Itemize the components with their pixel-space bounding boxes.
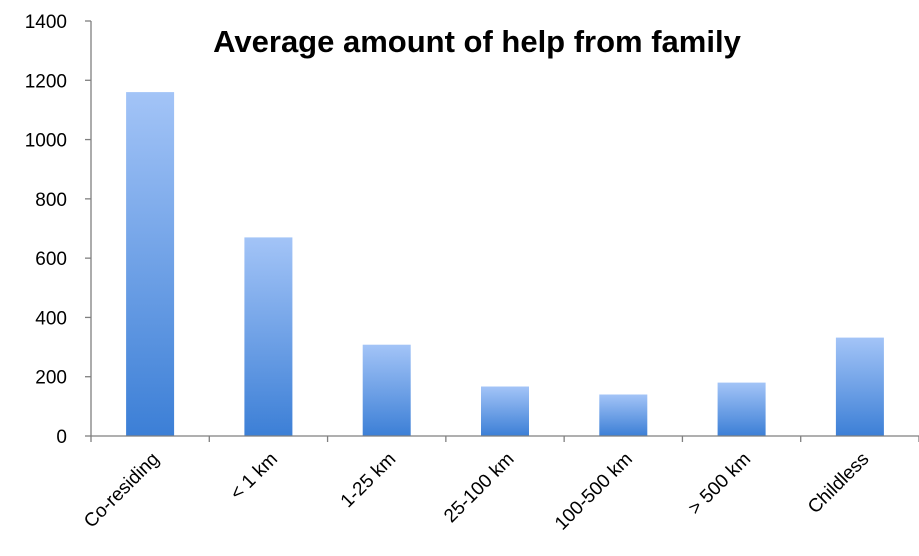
x-category-label-2: 1-25 km xyxy=(337,449,400,512)
bar-6 xyxy=(835,337,884,436)
axes-group xyxy=(85,20,919,442)
category-labels: Co-residing < 1 km 1-25 km 25-100 km 100-500… xyxy=(80,449,873,535)
y-tick-label-7: 1400 xyxy=(25,12,67,33)
y-tick-label-5: 1000 xyxy=(25,131,67,152)
y-tick-label-4: 800 xyxy=(35,190,67,211)
bar-4 xyxy=(599,394,648,436)
chart-title: Average amount of help from family xyxy=(213,24,741,59)
bar-3 xyxy=(481,386,529,436)
x-category-label-6: Childless xyxy=(804,449,873,518)
y-tick-label-0: 0 xyxy=(56,427,67,448)
y-tick-label-6: 1200 xyxy=(25,71,67,92)
bar-2 xyxy=(362,344,411,436)
bar-0 xyxy=(126,92,175,436)
y-tick-label-2: 400 xyxy=(35,308,67,329)
bar-1 xyxy=(244,237,293,436)
x-category-label-0: Co-residing xyxy=(80,449,164,533)
y-tick-label-3: 600 xyxy=(35,249,67,270)
y-tick-label-1: 200 xyxy=(35,368,67,389)
y-tick-labels: 0 200 400 600 800 1000 1200 1400 xyxy=(25,12,67,448)
bars-group xyxy=(126,92,884,436)
bar-5 xyxy=(717,382,766,436)
x-category-label-4: 100-500 km xyxy=(551,449,637,535)
x-category-label-5: > 500 km xyxy=(685,449,755,519)
x-category-label-3: 25-100 km xyxy=(440,449,518,527)
x-category-label-1: < 1 km xyxy=(226,449,282,505)
